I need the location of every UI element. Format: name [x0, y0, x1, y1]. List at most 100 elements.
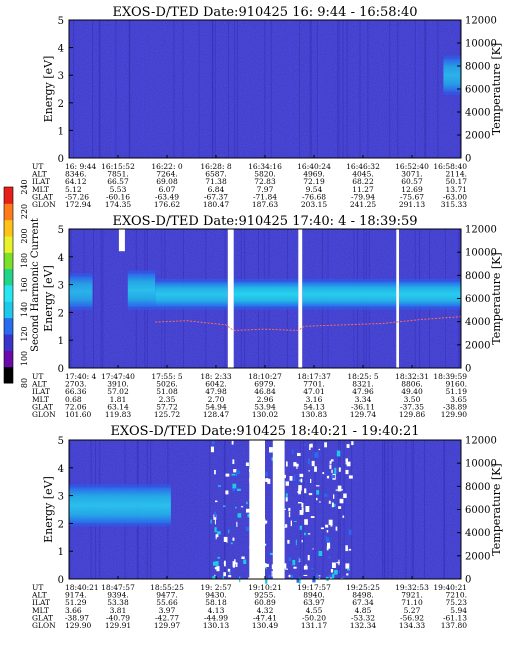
y2-tick-label: 8000 [465, 62, 490, 73]
noise-pixel [329, 464, 332, 469]
noise-pixel [333, 503, 336, 507]
streak [317, 20, 319, 158]
noise-pixel [348, 529, 352, 535]
noise-pixel [307, 555, 310, 561]
noise-pixel [236, 470, 241, 475]
noise-pixel [297, 557, 300, 562]
noise-pixel [299, 577, 301, 584]
table-cell: 129.74 [350, 410, 376, 419]
streak [339, 440, 341, 579]
noise-pixel [345, 545, 348, 552]
table-cell: 5.27 [404, 606, 421, 615]
streak [437, 440, 439, 579]
table-cell: 3.81 [110, 606, 127, 615]
streak [338, 20, 340, 158]
noise-pixel [228, 529, 230, 534]
streak [309, 440, 311, 579]
table-cell: 47.98 [205, 387, 227, 396]
streak [182, 20, 184, 158]
streak [337, 20, 339, 158]
table-cell: 51.08 [156, 387, 178, 396]
table-cell: 47.01 [303, 387, 324, 396]
table-row-label: MLT [32, 606, 49, 615]
noise-pixel [316, 490, 320, 495]
streak [407, 20, 409, 158]
table-cell: 53.94 [254, 402, 276, 411]
table-cell: 60.57 [401, 177, 423, 186]
noise-pixel [336, 562, 340, 564]
noise-pixel [229, 572, 231, 575]
table-cell: 4.13 [208, 606, 225, 615]
y-tick-label: 3 [58, 281, 64, 292]
table-cell: 4.32 [257, 606, 274, 615]
noise-pixel [292, 449, 294, 455]
table-cell: 7921. [401, 591, 422, 600]
noise-pixel [328, 556, 331, 559]
intensity-band [69, 276, 93, 307]
y2-tick-label: 4000 [465, 528, 490, 539]
table-cell: 16:52:40 [395, 162, 429, 171]
table-cell: 49.40 [401, 387, 423, 396]
streak [342, 20, 344, 158]
noise-pixel [212, 576, 216, 579]
panel-title: EXOS-D/TED Date:910425 16: 9:44 - 16:58:… [113, 5, 418, 20]
streak [102, 229, 104, 368]
noise-pixel [314, 466, 317, 472]
colorbar-swatch [4, 203, 13, 221]
table-cell: 58.18 [205, 598, 227, 607]
streak [248, 20, 250, 158]
table-cell: -42.77 [155, 613, 179, 622]
streak [391, 440, 393, 579]
noise-pixel [310, 478, 312, 483]
noise-pixel [325, 524, 329, 528]
table-cell: 8940. [303, 591, 324, 600]
noise-pixel [312, 579, 316, 583]
table-cell: 16:40:24 [297, 162, 331, 171]
y-tick-label: 5 [58, 225, 64, 236]
table-cell: -47.41 [253, 613, 277, 622]
noise-pixel [214, 470, 216, 475]
table-cell: 119.83 [105, 410, 131, 419]
noise-pixel [214, 511, 217, 518]
noise-pixel [245, 462, 249, 466]
streak [309, 20, 311, 158]
streak [237, 20, 238, 158]
y2-tick-label: 6000 [465, 294, 490, 305]
table-cell: 3.16 [306, 395, 323, 404]
colorbar-tick-label: 200 [20, 228, 29, 243]
noise-pixel [213, 561, 217, 566]
table-cell: 129.86 [399, 410, 425, 419]
streak [199, 20, 201, 158]
table-cell: 130.49 [252, 621, 278, 630]
streak [288, 20, 290, 158]
data-gap [272, 440, 285, 579]
noise-pixel [217, 557, 220, 559]
streak [430, 20, 432, 158]
table-cell: 291.13 [399, 200, 425, 209]
table-cell: 6979. [254, 380, 275, 389]
noise-pixel [342, 515, 345, 518]
table-cell: 16:58:40 [433, 162, 467, 171]
y2-tick-label: 12000 [465, 436, 497, 447]
streak [371, 440, 373, 579]
noise-pixel [240, 506, 244, 508]
panel-title: EXOS-D/TED Date:910425 17:40: 4 - 18:39:… [113, 214, 418, 229]
colorbar-swatch [4, 334, 13, 351]
noise-pixel [214, 518, 216, 525]
streak [198, 440, 200, 579]
table-cell: 66.57 [107, 177, 129, 186]
noise-pixel [230, 542, 233, 545]
streak [303, 440, 305, 579]
table-cell: 315.33 [441, 200, 467, 209]
noise-pixel [232, 561, 235, 567]
table-row-label: MLT [32, 185, 49, 194]
noise-pixel [224, 560, 226, 567]
table-cell: 63.14 [107, 402, 129, 411]
y-tick-label: 2 [58, 519, 64, 530]
streak [384, 440, 386, 579]
table-cell: -40.79 [106, 613, 130, 622]
y-axis-label: Energy [eV] [42, 265, 55, 332]
noise-pixel [304, 488, 307, 494]
colorbar-tick-label: 180 [20, 253, 29, 268]
